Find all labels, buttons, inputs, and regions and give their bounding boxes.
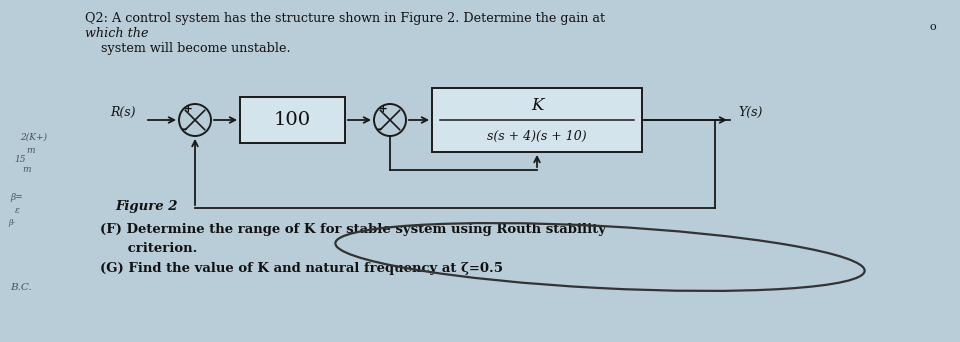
- Text: m: m: [22, 165, 31, 174]
- Text: s(s + 4)(s + 10): s(s + 4)(s + 10): [487, 130, 587, 143]
- Text: ε: ε: [15, 206, 20, 215]
- Text: (G) Find the value of K and natural frequency at ζ=0.5: (G) Find the value of K and natural freq…: [100, 262, 503, 275]
- Text: which the: which the: [85, 27, 149, 40]
- Bar: [240, 97, 345, 143]
- Text: Q2: A control system has the structure shown in Figure 2. Determine the gain at: Q2: A control system has the structure s…: [85, 12, 605, 25]
- Text: 100: 100: [274, 111, 311, 129]
- Text: Y(s): Y(s): [738, 105, 762, 118]
- Text: criterion.: criterion.: [100, 242, 198, 255]
- Text: B.C.: B.C.: [10, 283, 32, 292]
- Text: -: -: [181, 123, 186, 136]
- Text: (F) Determine the range of K for stable system using Routh stability: (F) Determine the range of K for stable …: [100, 223, 606, 236]
- Text: R(s): R(s): [110, 105, 135, 118]
- Text: +: +: [184, 104, 193, 114]
- Text: β-: β-: [8, 219, 15, 227]
- Text: β=: β=: [10, 193, 23, 202]
- Text: m: m: [26, 146, 35, 155]
- Text: o: o: [930, 22, 937, 32]
- Text: K: K: [531, 97, 543, 115]
- Text: +: +: [379, 104, 388, 114]
- Text: system will become unstable.: system will become unstable.: [85, 42, 291, 55]
- Text: -: -: [376, 123, 381, 136]
- Text: 15: 15: [14, 155, 26, 164]
- Text: Figure 2: Figure 2: [115, 200, 178, 213]
- Bar: [432, 88, 642, 152]
- Text: 2(K+): 2(K+): [20, 133, 47, 142]
